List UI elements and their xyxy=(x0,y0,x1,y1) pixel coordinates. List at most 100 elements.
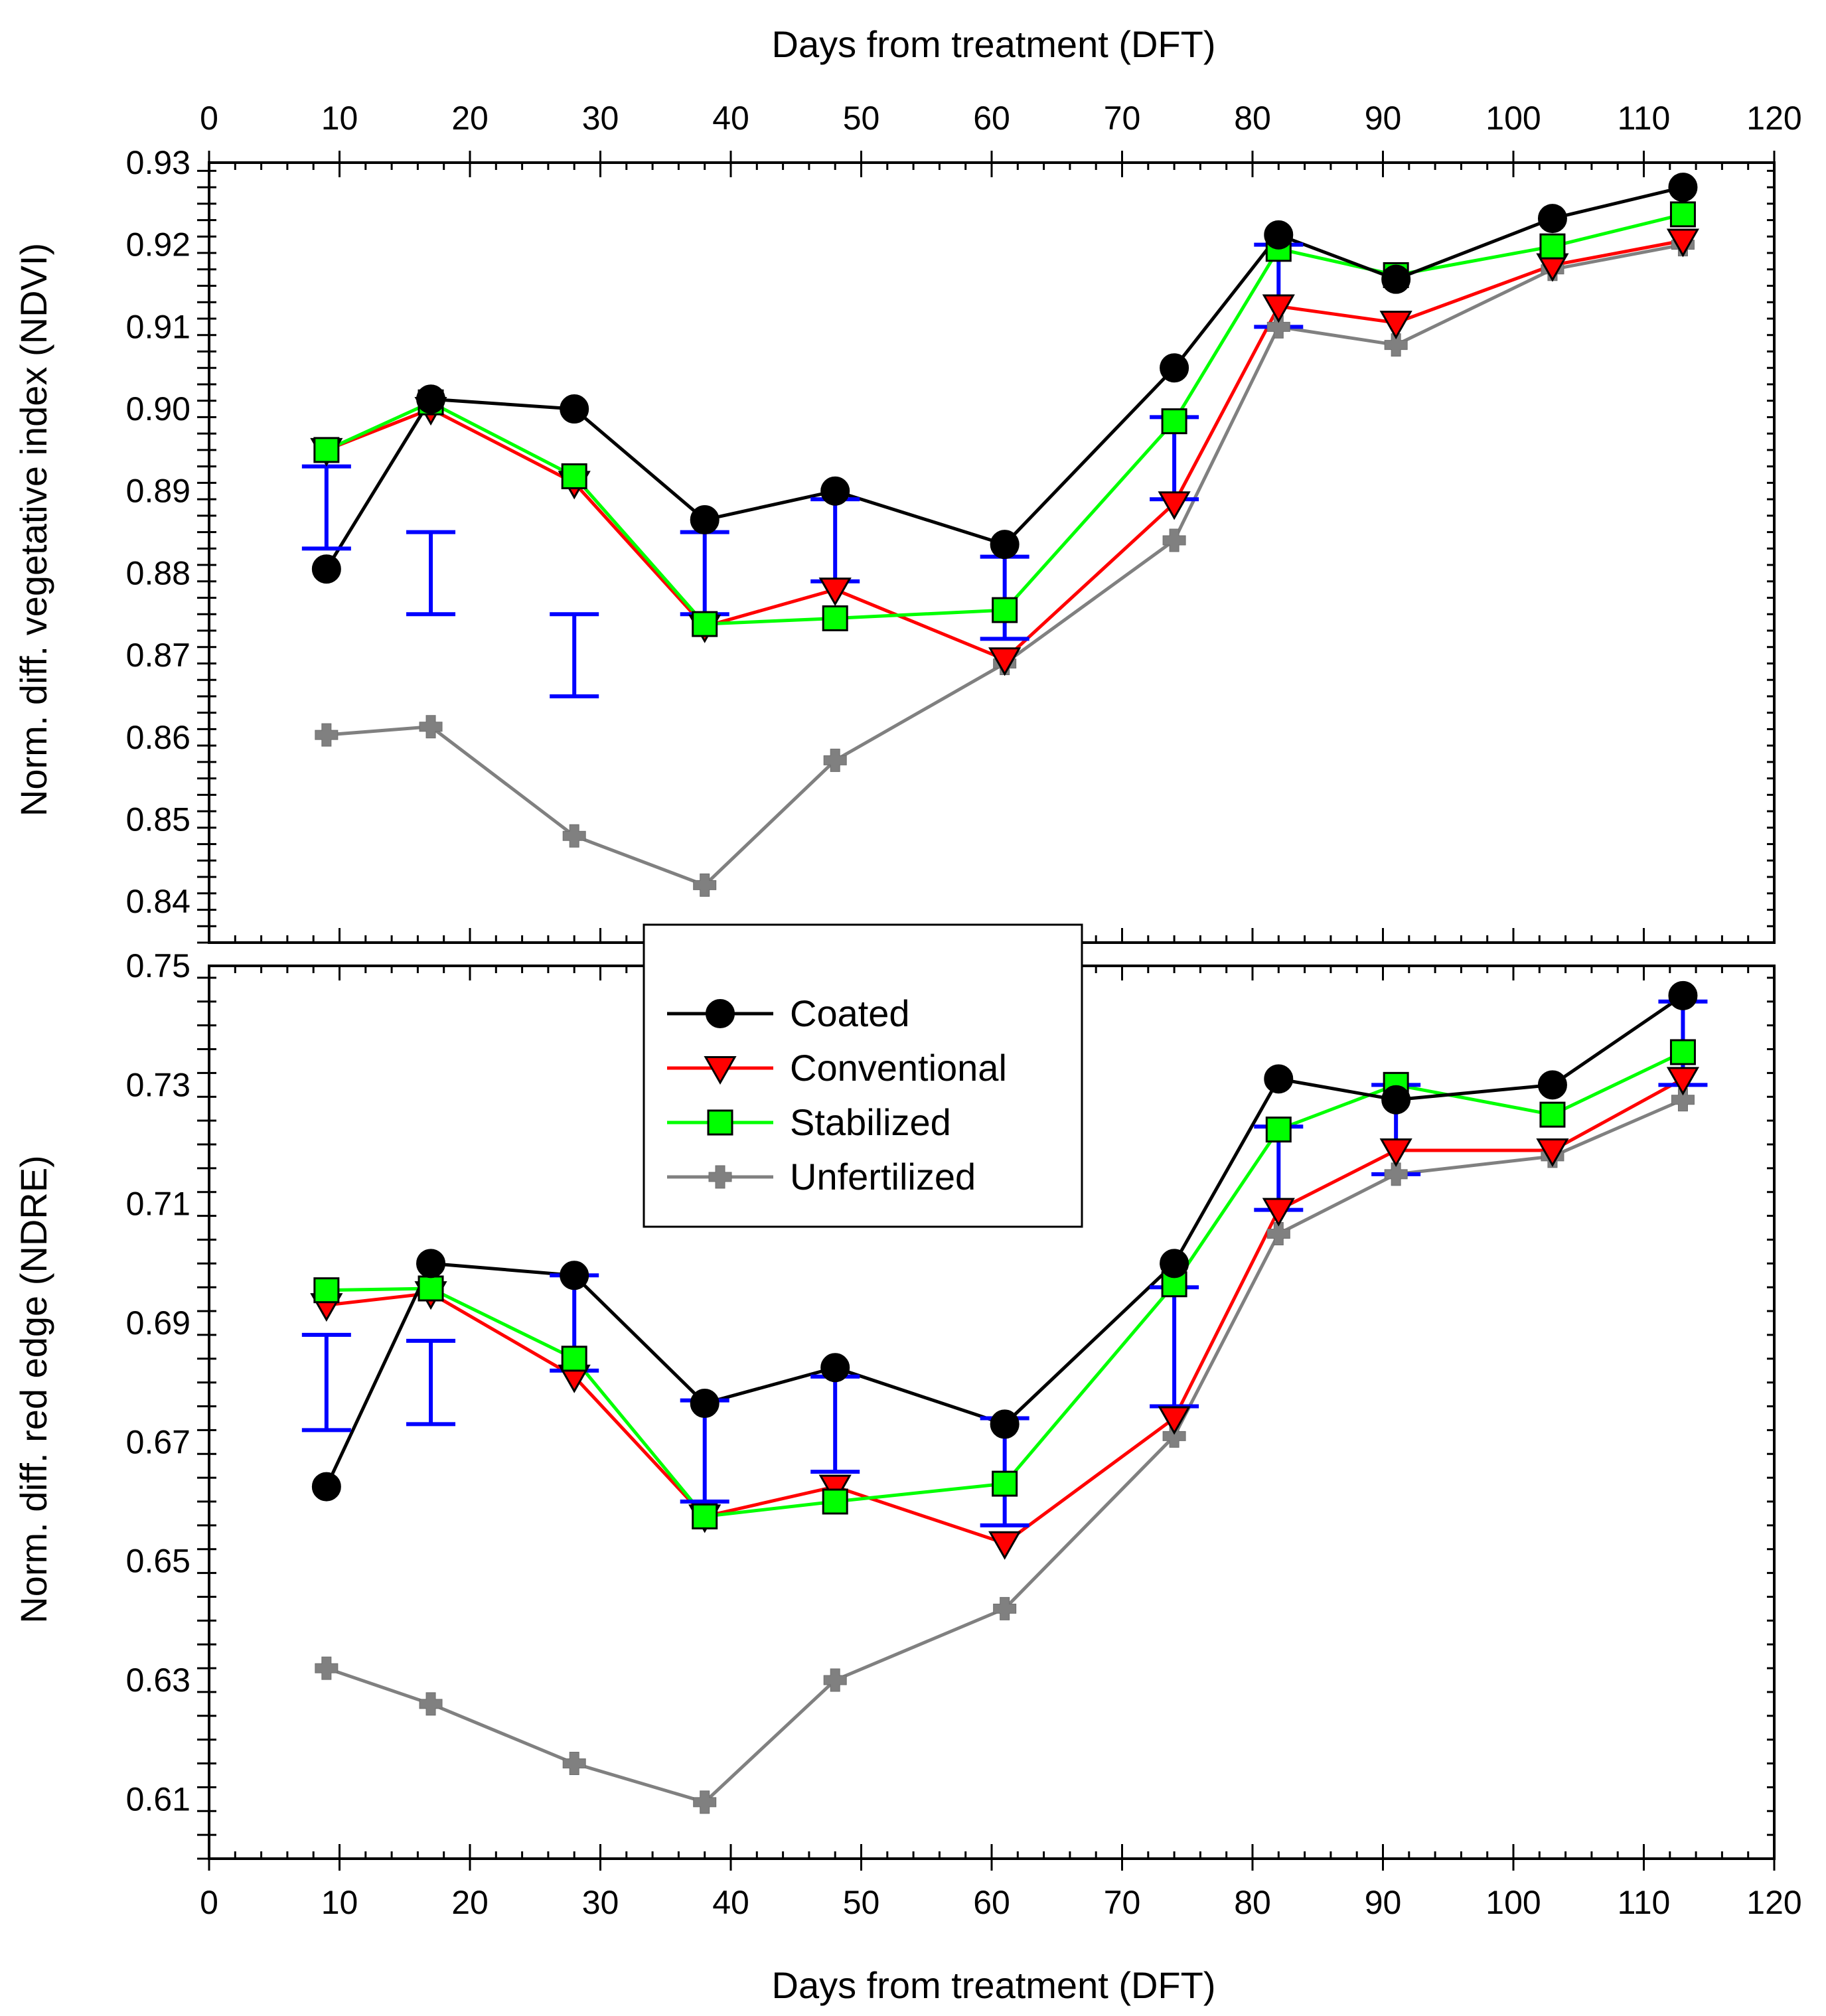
ndre-axes: 0.61 0.63 0.65 0.67 0.69 0.71 0.73 0.75 0 10 20 30 4… xyxy=(126,947,1802,1921)
ndvi-coated-point xyxy=(1381,264,1411,294)
legend-item-stabilized: Stabilized xyxy=(667,1101,951,1143)
ndre-unfertilized-point xyxy=(693,1790,717,1814)
ndvi-coated-point xyxy=(820,476,850,506)
top-x-tick-label: 60 xyxy=(973,100,1010,137)
ndre-unfertilized-point xyxy=(993,1596,1017,1620)
ndvi-coated-point xyxy=(1160,353,1189,383)
legend-marker-coated xyxy=(706,999,735,1028)
ndvi-stabilized-point xyxy=(313,437,340,463)
ndre-stabilized-point xyxy=(418,1275,444,1302)
top-x-tick-label: 70 xyxy=(1104,100,1141,137)
ndvi-coated-point xyxy=(990,530,1020,560)
ndvi-y-tick-label: 0.91 xyxy=(126,308,190,345)
ndre-unfertilized-point xyxy=(1671,1088,1695,1112)
ndre-y-tick-label: 0.63 xyxy=(126,1662,190,1699)
ndre-unfertilized-point xyxy=(823,1668,847,1692)
bottom-x-tick-label: 120 xyxy=(1746,1884,1801,1921)
legend-item-conventional: Conventional xyxy=(667,1047,1007,1089)
ndre-stabilized-point xyxy=(1161,1271,1187,1298)
bottom-x-tick-label: 10 xyxy=(321,1884,358,1921)
ndvi-unfertilized-point xyxy=(315,723,339,747)
bottom-x-tick-label: 60 xyxy=(973,1884,1010,1921)
ndre-coated-point xyxy=(1537,1070,1567,1100)
bottom-x-tick-label: 100 xyxy=(1485,1884,1541,1921)
ndvi-unfertilized-point xyxy=(1162,528,1186,552)
legend-marker-conventional xyxy=(704,1056,737,1085)
ndvi-y-tick-label: 0.88 xyxy=(126,554,190,591)
ndvi-y-tick-label: 0.87 xyxy=(126,637,190,674)
ndvi-coated-point xyxy=(690,505,720,535)
ndre-y-tick-label: 0.71 xyxy=(126,1186,190,1223)
ndre-coated-point xyxy=(1160,1249,1189,1279)
legend-item-unfertilized: Unfertilized xyxy=(667,1156,976,1198)
ndvi-coated-point xyxy=(1668,173,1698,202)
ndre-coated-point xyxy=(990,1409,1020,1439)
ndvi-conventional-point xyxy=(818,578,852,607)
legend-marker-unfertilized xyxy=(708,1165,732,1189)
ndvi-unfertilized-point xyxy=(823,748,847,772)
legend-label-coated: Coated xyxy=(790,992,910,1034)
ndvi-coated-point xyxy=(560,394,589,424)
ndvi-unfertilized-point xyxy=(562,824,586,848)
top-x-tick-label: 50 xyxy=(843,100,880,137)
ndvi-y-tick-label: 0.84 xyxy=(126,883,190,920)
ndvi-stabilized-point xyxy=(822,605,848,631)
ndre-unfertilized-point xyxy=(419,1692,443,1716)
ndre-conventional-point xyxy=(1262,1198,1295,1227)
ndre-stabilized-point xyxy=(822,1488,848,1515)
bottom-x-tick-label: 20 xyxy=(451,1884,489,1921)
top-x-tick-label: 120 xyxy=(1746,100,1801,137)
ndre-y-tick-label: 0.73 xyxy=(126,1066,190,1103)
ndre-unfertilized-point xyxy=(315,1656,339,1680)
ndvi-coated-point xyxy=(311,554,341,584)
ndre-stabilized-point xyxy=(1539,1101,1566,1128)
ndre-stabilized-point xyxy=(1669,1039,1696,1065)
ndre-conventional-point xyxy=(1666,1067,1700,1096)
bottom-x-tick-label: 0 xyxy=(200,1884,218,1921)
ndre-y-tick-label: 0.69 xyxy=(126,1304,190,1342)
ndre-error-bar xyxy=(301,1332,351,1433)
ndre-coated-point xyxy=(311,1472,341,1502)
ndre-error-bar xyxy=(406,1338,456,1427)
ndre-unfertilized-point xyxy=(562,1752,586,1776)
top-x-tick-label: 110 xyxy=(1618,100,1671,137)
ndre-unfertilized-point xyxy=(1162,1424,1186,1448)
ndvi-stabilized-point xyxy=(692,611,718,637)
bottom-x-tick-label: 110 xyxy=(1618,1884,1671,1921)
top-x-axis-title: Days from treatment (DFT) xyxy=(772,23,1216,65)
ndvi-stabilized-point xyxy=(1161,408,1187,435)
legend-label-conventional: Conventional xyxy=(790,1047,1007,1089)
ndre-coated-point xyxy=(1381,1085,1411,1115)
ndre-y-tick-label: 0.67 xyxy=(126,1423,190,1460)
ndvi-y-tick-label: 0.92 xyxy=(126,226,190,264)
ndvi-y-tick-label: 0.89 xyxy=(126,473,190,510)
top-x-tick-label: 40 xyxy=(712,100,749,137)
ndre-coated-point xyxy=(690,1389,720,1419)
bottom-x-axis-title: Days from treatment (DFT) xyxy=(772,1964,1216,2006)
ndvi-stabilized-point xyxy=(992,597,1018,623)
ndre-y-tick-label: 0.61 xyxy=(126,1780,190,1818)
ndre-conventional-point xyxy=(818,1474,852,1504)
ndre-panel: 0.61 0.63 0.65 0.67 0.69 0.71 0.73 0.75 0 10 20 30 4… xyxy=(13,947,1802,1921)
ndre-coated-point xyxy=(1264,1064,1294,1094)
ndre-stabilized-point xyxy=(1265,1117,1292,1143)
ndvi-axes: 0.84 0.85 0.86 0.87 0.88 0.89 0.90 0.91 0.92 0.93… xyxy=(126,100,1802,944)
top-x-tick-label: 100 xyxy=(1485,100,1541,137)
ndvi-y-tick-label: 0.86 xyxy=(126,719,190,756)
legend-label-stabilized: Stabilized xyxy=(790,1101,951,1143)
ndvi-panel: 0.84 0.85 0.86 0.87 0.88 0.89 0.90 0.91 0.92 0.93… xyxy=(13,100,1802,944)
ndre-coated-point xyxy=(1668,980,1698,1010)
ndre-y-tick-label: 0.65 xyxy=(126,1543,190,1580)
ndvi-data-marks xyxy=(301,173,1700,897)
top-x-tick-label: 30 xyxy=(582,100,619,137)
top-x-tick-label: 10 xyxy=(321,100,358,137)
bottom-x-tick-label: 50 xyxy=(843,1884,880,1921)
bottom-x-tick-label: 30 xyxy=(582,1884,619,1921)
ndvi-y-tick-label: 0.85 xyxy=(126,801,190,838)
ndvi-y-tick-label: 0.93 xyxy=(126,144,190,181)
ndvi-error-bar xyxy=(406,530,456,617)
legend-item-coated: Coated xyxy=(667,992,910,1034)
ndre-y-axis-title: Norm. diff. red edge (NDRE) xyxy=(13,1155,54,1623)
ndre-data-marks xyxy=(301,980,1708,1814)
